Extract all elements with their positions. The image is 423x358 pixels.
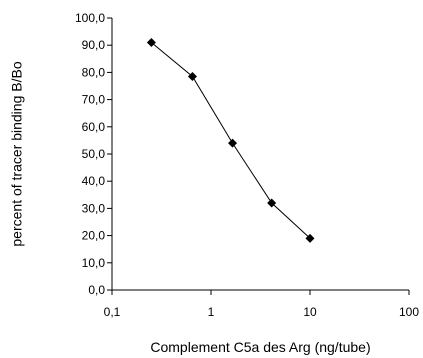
x-tick-label: 10: [303, 305, 317, 319]
y-tick-label: 80,0: [82, 65, 106, 79]
x-axis-ticks: 0,1 1 10 100: [104, 290, 419, 319]
x-axis-title: Complement C5a des Arg (ng/tube): [150, 339, 370, 355]
y-tick-label: 0,0: [88, 283, 105, 297]
y-tick-label: 70,0: [82, 93, 106, 107]
x-tick-label: 0,1: [104, 305, 121, 319]
y-tick-label: 30,0: [82, 201, 106, 215]
series-line: [151, 42, 311, 239]
y-tick-label: 90,0: [82, 38, 106, 52]
data-point-diamond: [267, 198, 277, 208]
y-axis-ticks: 0,0 10,0 20,0 30,0 40,0 50,0 60,0 70,0 80,0 90,0 1…: [75, 11, 112, 297]
y-tick-label: 20,0: [82, 229, 106, 243]
y-tick-label: 10,0: [82, 256, 106, 270]
data-series: [146, 37, 315, 243]
y-tick-label: 100,0: [75, 11, 105, 25]
y-tick-label: 60,0: [82, 120, 106, 134]
data-point-diamond: [305, 233, 315, 243]
x-tick-label: 1: [208, 305, 215, 319]
data-point-diamond: [187, 71, 197, 81]
y-axis-title: percent of tracer binding B/Bo: [9, 61, 25, 246]
x-tick-label: 100: [399, 305, 419, 319]
data-point-diamond: [228, 138, 238, 148]
y-tick-label: 50,0: [82, 147, 106, 161]
data-point-diamond: [146, 37, 156, 47]
plot-area: 0,0 10,0 20,0 30,0 40,0 50,0 60,0 70,0 80,0 90,0 1…: [75, 11, 419, 319]
y-tick-label: 40,0: [82, 174, 106, 188]
